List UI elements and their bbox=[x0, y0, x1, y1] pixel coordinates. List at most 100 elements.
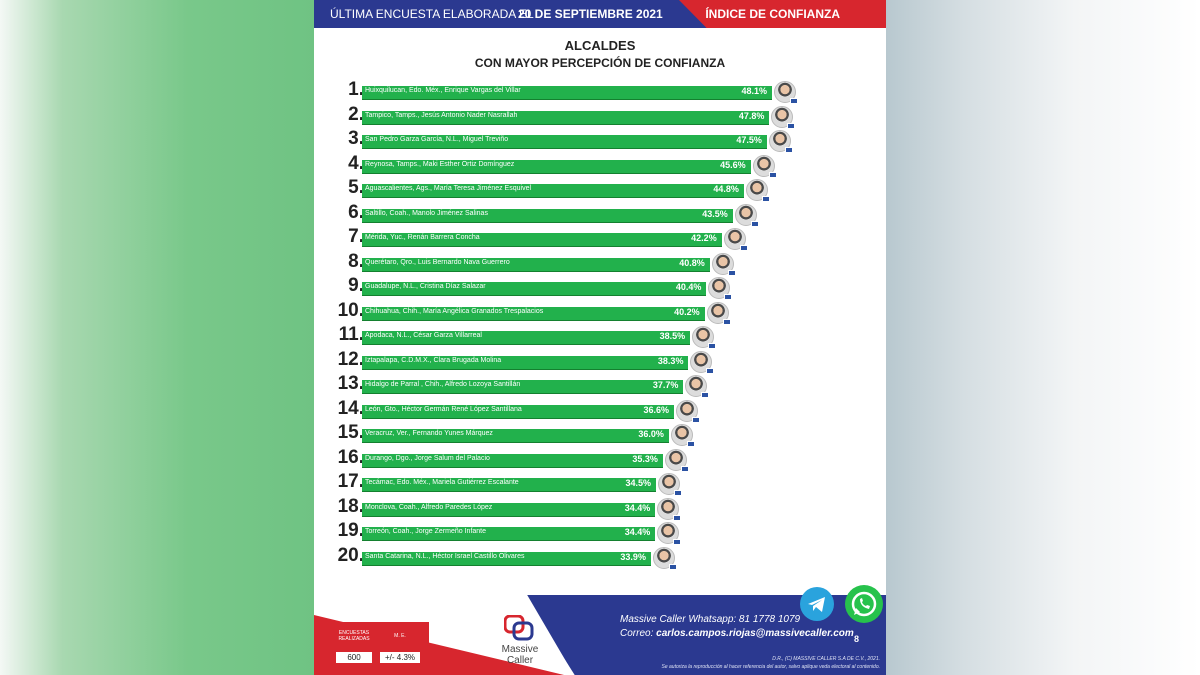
rank-number: 20. bbox=[337, 544, 364, 566]
mayor-photo-icon bbox=[711, 252, 734, 275]
bar-category-label: Torreón, Coah., Jorge Zermeño Infante bbox=[365, 528, 487, 535]
mayor-photo-icon bbox=[723, 228, 746, 250]
background-left bbox=[0, 0, 314, 675]
rank-number: 5. bbox=[348, 177, 364, 198]
rank-number: 15. bbox=[337, 422, 364, 443]
bar: Apodaca, N.L., César Garza Villarreal 38.… bbox=[362, 331, 691, 344]
rank-number: 10. bbox=[337, 299, 364, 321]
party-logo-icon bbox=[691, 416, 700, 423]
moe-value: +/- 4.3% bbox=[380, 652, 420, 663]
party-logo-icon bbox=[787, 122, 796, 129]
index-label: ÍNDICE DE CONFIANZA bbox=[705, 7, 840, 21]
party-logo-icon bbox=[680, 465, 689, 472]
mayor-photo-icon bbox=[685, 375, 708, 397]
legal-line-1: D.R., (C) MASSIVE CALLER S.A DE C.V., 20… bbox=[772, 656, 880, 662]
party-logo-icon bbox=[724, 294, 733, 300]
party-logo-icon bbox=[701, 392, 710, 398]
survey-label: ÚLTIMA ENCUESTA ELABORADA EL bbox=[330, 7, 534, 21]
background-right bbox=[886, 0, 1200, 675]
mayor-photo-icon bbox=[708, 277, 731, 299]
bar: Tecámac, Edo. Méx., Mariela Gutiérrez Es… bbox=[362, 478, 657, 491]
bar-category-label: Huixquilucan, Edo. Méx., Enrique Vargas … bbox=[365, 87, 521, 94]
bar: Huixquilucan, Edo. Méx., Enrique Vargas … bbox=[362, 86, 772, 99]
bar: Veracruz, Ver., Fernando Yunes Márquez 36… bbox=[362, 429, 669, 442]
bar: Hidalgo de Parral , Chih., Alfredo Lozoy… bbox=[362, 380, 684, 393]
rank-number: 1. bbox=[348, 79, 364, 100]
bar-value-label: 44.8% bbox=[713, 184, 739, 194]
rank-number: 6. bbox=[348, 201, 364, 223]
bar: Iztapalapa, C.D.M.X., Clara Brugada Moli… bbox=[362, 355, 689, 369]
bar-category-label: León, Gto., Héctor Germán René López San… bbox=[365, 405, 522, 413]
bar: Monclova, Coah., Alfredo Paredes López 34… bbox=[362, 502, 656, 516]
bar-value-label: 40.2% bbox=[674, 306, 700, 317]
bar-value-label: 34.4% bbox=[624, 527, 651, 537]
bar-category-label: Iztapalapa, C.D.M.X., Clara Brugada Moli… bbox=[365, 356, 502, 364]
moe-label: M. E. bbox=[394, 633, 406, 639]
bar: Durango, Dgo., Jorge Salum del Palacio 35… bbox=[362, 453, 663, 467]
bar-category-label: Chihuahua, Chih., María Angélica Granado… bbox=[365, 307, 544, 315]
massive-caller-logo-icon bbox=[504, 615, 534, 641]
bar: Reynosa, Tamps., Maki Esther Ortiz Domín… bbox=[362, 159, 751, 173]
bar-category-label: Hidalgo de Parral , Chih., Alfredo Lozoy… bbox=[365, 381, 521, 388]
whatsapp-icon[interactable] bbox=[845, 585, 883, 623]
bar: Torreón, Coah., Jorge Zermeño Infante 34.… bbox=[362, 527, 656, 540]
rank-number: 12. bbox=[337, 348, 364, 370]
mayor-photo-icon bbox=[771, 105, 794, 128]
bar-category-label: Querétaro, Qro., Luis Bernardo Nava Guer… bbox=[365, 258, 510, 266]
party-logo-icon bbox=[727, 269, 736, 276]
rank-number: 8. bbox=[348, 250, 364, 272]
mayor-photo-icon bbox=[657, 497, 680, 520]
chart-subtitle: CON MAYOR PERCEPCIÓN DE CONFIANZA bbox=[474, 56, 726, 70]
bar-value-label: 40.4% bbox=[675, 282, 702, 292]
bar-value-label: 40.8% bbox=[679, 257, 705, 268]
bar-value-label: 36.0% bbox=[638, 429, 664, 439]
bar-category-label: Guadalupe, N.L., Cristina Díaz Salazar bbox=[365, 283, 486, 290]
page-number: 8 bbox=[854, 634, 860, 644]
telegram-icon[interactable] bbox=[800, 587, 834, 621]
bar-value-label: 34.5% bbox=[625, 478, 652, 488]
bar-category-label: Aguascalientes, Ags., María Teresa Jimén… bbox=[365, 185, 532, 192]
rank-number: 17. bbox=[337, 471, 364, 492]
bar-category-label: San Pedro Garza García, N.L., Miguel Tre… bbox=[365, 136, 509, 143]
mayor-photo-icon bbox=[745, 179, 768, 201]
mayor-photo-icon bbox=[768, 130, 791, 152]
bar-category-label: Santa Catarina, N.L., Héctor Israel Cast… bbox=[365, 552, 525, 560]
mayor-photo-icon bbox=[752, 154, 775, 177]
party-logo-icon bbox=[674, 490, 683, 496]
mayor-photo-icon bbox=[774, 81, 796, 103]
bar-value-label: 33.9% bbox=[620, 551, 646, 562]
mayor-photo-icon bbox=[657, 522, 680, 544]
bar: León, Gto., Héctor Germán René López San… bbox=[362, 404, 674, 418]
bar-value-label: 47.8% bbox=[738, 110, 765, 121]
bar-category-label: Apodaca, N.L., César Garza Villarreal bbox=[365, 332, 482, 339]
rank-number: 19. bbox=[337, 520, 364, 541]
party-logo-icon bbox=[673, 539, 682, 545]
party-logo-icon bbox=[750, 220, 759, 227]
email-address[interactable]: carlos.campos.riojas@massivecaller.com bbox=[656, 628, 854, 639]
logo-text: Massive Caller bbox=[501, 644, 539, 666]
survey-date: 20 DE SEPTIEMBRE 2021 bbox=[518, 7, 663, 21]
mayor-photo-icon bbox=[734, 203, 757, 226]
party-logo-icon bbox=[708, 343, 717, 349]
bar-value-label: 43.5% bbox=[702, 208, 728, 219]
whatsapp-contact: Massive Caller Whatsapp: 81 1778 1079 bbox=[620, 614, 801, 625]
party-logo-icon bbox=[790, 98, 798, 104]
party-logo-icon bbox=[706, 367, 715, 374]
party-logo-icon bbox=[673, 514, 682, 521]
surveys-value: 600 bbox=[336, 652, 372, 663]
mayor-photo-icon bbox=[658, 473, 681, 495]
bar-value-label: 38.5% bbox=[659, 331, 686, 341]
mayor-photo-icon bbox=[652, 546, 675, 569]
bar-value-label: 47.5% bbox=[736, 135, 762, 145]
mayor-photo-icon bbox=[706, 301, 729, 324]
bar: Querétaro, Qro., Luis Bernardo Nava Guer… bbox=[362, 257, 710, 271]
party-logo-icon bbox=[668, 563, 677, 570]
bar-category-label: Tampico, Tamps., Jesús Antonio Nader Nas… bbox=[365, 111, 518, 119]
bar-category-label: Reynosa, Tamps., Maki Esther Ortiz Domín… bbox=[365, 160, 515, 168]
rank-number: 14. bbox=[337, 397, 364, 419]
bar: Saltillo, Coah., Manolo Jiménez Salinas 4… bbox=[362, 208, 733, 222]
rank-number: 18. bbox=[337, 495, 364, 517]
chart-title: ALCALDES bbox=[564, 38, 636, 53]
bar: Mérida, Yuc., Renán Barrera Concha 42.2% bbox=[362, 233, 722, 246]
bar-value-label: 45.6% bbox=[720, 159, 746, 170]
